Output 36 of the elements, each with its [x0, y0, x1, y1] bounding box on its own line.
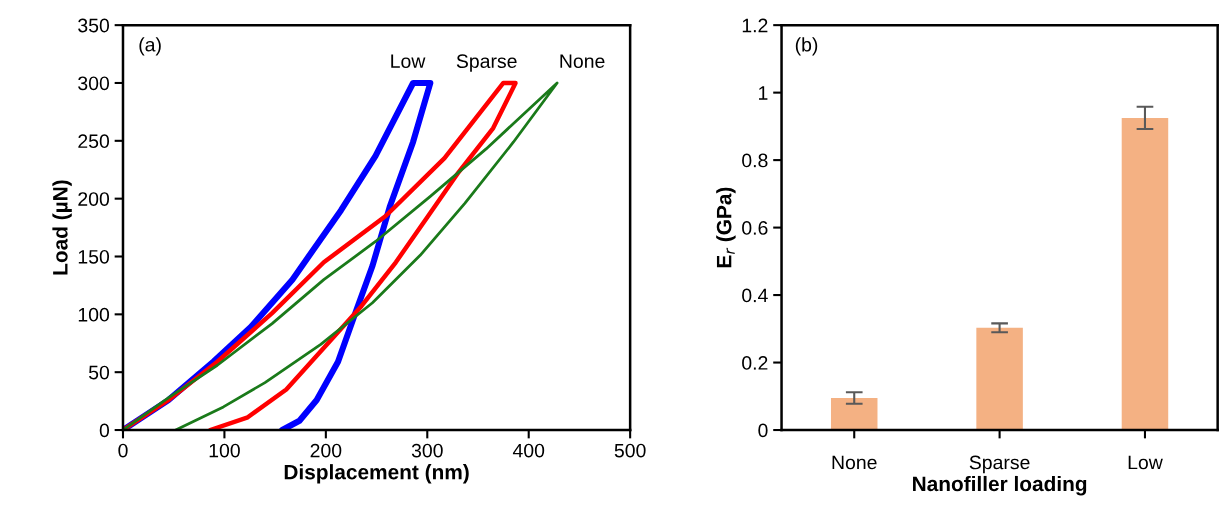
y-tick-label: 300	[78, 76, 110, 91]
y-tick-label: 1	[759, 86, 768, 100]
annotation: (a)	[139, 37, 161, 56]
y-axis-title: E$_{r}$ (GPa)	[716, 187, 736, 268]
y-tick-label: 0.4	[742, 288, 768, 303]
x-tick-label: 0	[118, 443, 128, 458]
y-tick-label: 0.6	[742, 221, 768, 235]
y-tick-label: 0	[758, 423, 768, 438]
x-tick-label: 500	[614, 443, 646, 458]
y-tick-label: 1.2	[742, 18, 768, 33]
y-tick-label: 200	[78, 192, 110, 206]
y-tick-label: 0	[99, 423, 110, 438]
series-label: Low	[391, 54, 426, 69]
series-label: None	[560, 54, 605, 69]
x-tick-label: Low	[1128, 455, 1163, 470]
y-tick-label: 0.8	[742, 153, 768, 168]
y-tick-label: 350	[78, 18, 110, 33]
x-axis-title: Nanofiller loading	[913, 475, 1087, 496]
x-axis-title: Displacement (nm)	[284, 464, 469, 484]
x-tick-label: None	[832, 455, 877, 470]
x-tick-label: 200	[310, 443, 342, 458]
y-tick-label: 250	[78, 134, 110, 149]
y-tick-label: 0.2	[742, 356, 768, 370]
x-tick-label: 100	[209, 443, 240, 458]
annotation: (b)	[795, 37, 818, 56]
bar	[830, 397, 878, 431]
bar	[1121, 117, 1169, 431]
y-tick-label: 100	[78, 307, 110, 322]
x-tick-label: Sparse	[969, 455, 1030, 474]
series-label: Sparse	[456, 54, 517, 72]
x-tick-label: 300	[411, 443, 443, 458]
y-axis-title: Load (µN)	[52, 180, 72, 275]
bar	[976, 327, 1023, 431]
y-tick-label: 150	[78, 249, 110, 264]
x-tick-label: 400	[512, 443, 545, 458]
y-tick-label: 50	[88, 365, 110, 380]
